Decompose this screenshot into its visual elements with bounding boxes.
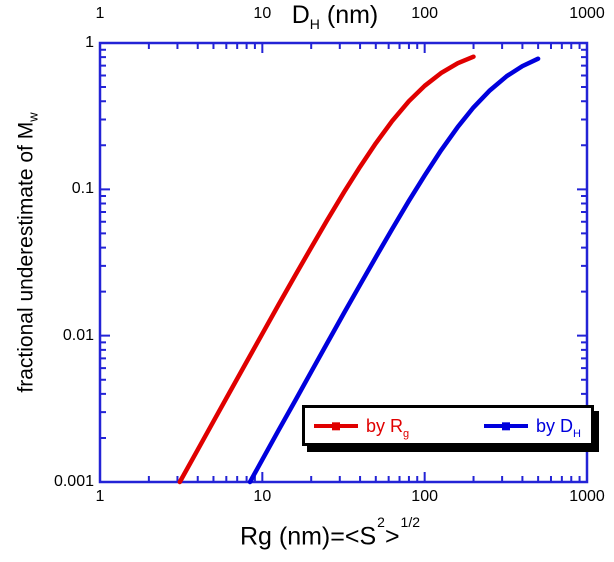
y-axis-title-sub: w — [25, 112, 41, 122]
curves — [177, 54, 541, 485]
curve-by-rg — [177, 54, 476, 485]
bottom-axis-title-pre: Rg (nm)=<S — [239, 522, 377, 551]
bottom-x-tick-label: 1000 — [569, 488, 605, 505]
bottom-axis-title: Rg (nm)=<S2>1/2 — [239, 515, 420, 551]
legend-entry-rg: by Rg — [314, 415, 409, 440]
bottom-x-tick-label: 10 — [253, 488, 272, 505]
bottom-x-tick-label: 1 — [95, 488, 105, 505]
top-axis-title-rest: (nm) — [319, 1, 379, 29]
left-y-tick-label: 0.01 — [62, 326, 94, 344]
top-x-tick-label: 1000 — [569, 5, 605, 22]
legend-label-rg-sub: g — [403, 427, 410, 440]
legend-line-dh — [484, 421, 529, 430]
top-x-tick-label: 100 — [411, 5, 439, 22]
top-axis-title-sub: H — [309, 16, 320, 32]
top-axis-title: DH (nm) — [291, 1, 379, 32]
legend-marker-rg — [332, 421, 340, 430]
legend-label-rg-text: by R — [366, 415, 404, 436]
curve-by-dh — [247, 56, 541, 485]
legend-label-dh-text: by D — [536, 415, 574, 436]
top-x-tick-label: 10 — [253, 5, 272, 22]
plot-frame — [98, 41, 589, 484]
y-axis-title-main: fractional underestimate of M — [14, 121, 38, 393]
bottom-axis-title-sup2: 2 — [377, 514, 385, 530]
y-axis-title: fractional underestimate of Mw — [14, 33, 41, 473]
legend-label-dh-sub: H — [573, 427, 581, 440]
axis-ticks — [99, 42, 588, 483]
bottom-axis-title-sup-half: 1/2 — [400, 514, 421, 530]
top-x-tick-label: 1 — [95, 5, 105, 22]
bottom-axis-title-mid: > — [384, 522, 400, 551]
legend-label-dh: by DH — [536, 415, 581, 440]
bottom-x-tick-label: 100 — [411, 488, 439, 505]
legend-box: by Rg by DH — [302, 405, 594, 446]
legend-entry-dh: by DH — [484, 415, 581, 440]
legend-marker-dh — [502, 421, 511, 430]
left-y-tick-label: 0.1 — [71, 180, 94, 198]
legend-label-rg: by Rg — [366, 415, 409, 440]
left-y-tick-label: 1 — [85, 34, 94, 51]
legend-line-rg — [314, 421, 358, 430]
left-y-tick-label: 0.001 — [53, 473, 94, 490]
top-axis-title-main: D — [291, 1, 310, 29]
